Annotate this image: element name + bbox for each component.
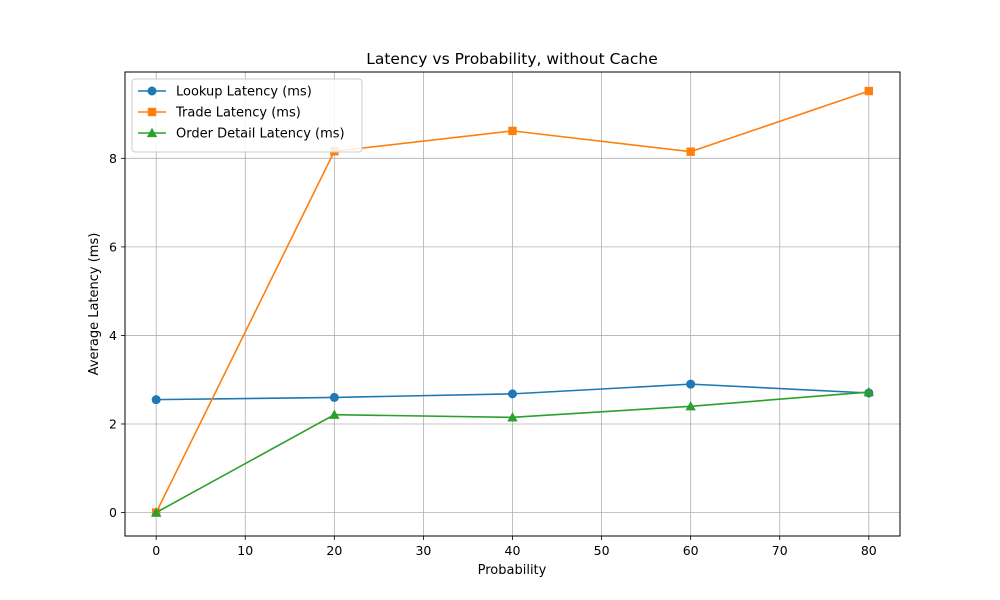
legend-label: Order Detail Latency (ms) [176, 127, 345, 142]
x-tick-label: 60 [683, 543, 699, 558]
legend-item: Trade Latency (ms) [138, 106, 301, 121]
series-3 [150, 386, 875, 517]
data-point [686, 379, 696, 389]
legend-marker [146, 127, 158, 138]
x-tick-label: 20 [326, 543, 342, 558]
data-point [508, 126, 517, 136]
legend-box [131, 78, 363, 153]
data-point [329, 392, 339, 402]
legend-label: Trade Latency (ms) [175, 106, 301, 121]
data-point [685, 401, 696, 411]
y-tick-label: 0 [109, 505, 117, 520]
x-tick-label: 80 [861, 543, 877, 558]
x-axis-label: Probability [478, 563, 547, 578]
data-point [864, 86, 874, 96]
data-point [508, 389, 517, 399]
legend-label: Lookup Latency (ms) [176, 85, 312, 100]
x-tick-label: 50 [594, 543, 610, 558]
x-tick-label: 70 [772, 543, 788, 558]
y-tick-label: 8 [109, 151, 117, 166]
series-layer [150, 86, 875, 517]
legend-item: Order Detail Latency (ms) [138, 127, 345, 142]
y-tick-label: 4 [109, 328, 117, 343]
legend: Lookup Latency (ms) Trade Latency (ms) Ord… [131, 78, 363, 153]
legend-marker [147, 107, 157, 117]
x-tick-label: 10 [237, 543, 253, 558]
data-point [150, 507, 162, 517]
data-point [686, 147, 695, 156]
y-axis-label: Average Latency (ms) [87, 233, 102, 376]
x-tick-label: 30 [415, 543, 431, 558]
chart-title: Latency vs Probability, without Cache [366, 50, 658, 68]
x-tick-label: 0 [152, 543, 160, 558]
legend-marker [147, 86, 157, 96]
x-tick-label: 40 [505, 543, 521, 558]
data-point [507, 412, 518, 422]
data-point [863, 386, 875, 397]
legend-item: Lookup Latency (ms) [138, 85, 312, 100]
ticks: 0 10 20 30 40 50 60 70 80 0 2 4 6 8 [109, 151, 877, 558]
data-point [329, 409, 340, 419]
y-tick-label: 2 [109, 416, 117, 431]
data-point [151, 395, 161, 405]
y-tick-label: 6 [109, 239, 117, 254]
